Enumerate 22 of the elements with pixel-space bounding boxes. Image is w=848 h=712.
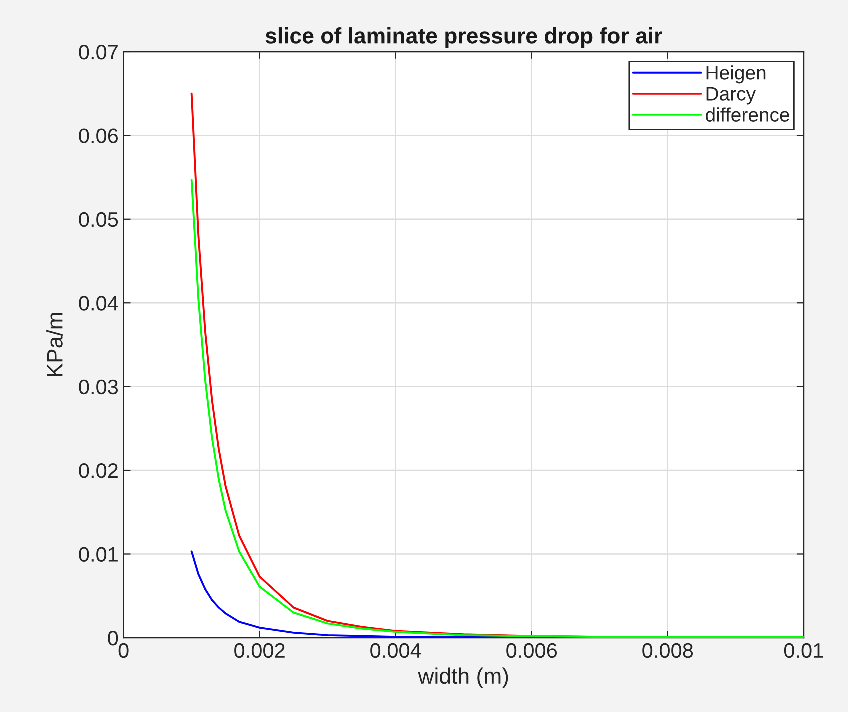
legend-label: difference bbox=[706, 108, 790, 122]
x-tick-label: 0.006 bbox=[506, 643, 558, 658]
x-tick-label: 0.004 bbox=[370, 643, 422, 658]
line-series bbox=[190, 179, 804, 638]
legend-label: Heigen bbox=[706, 66, 766, 84]
legend-label: Darcy bbox=[706, 87, 756, 105]
x-tick-label: 0.002 bbox=[234, 643, 285, 658]
y-axis-title: KPa/m bbox=[46, 313, 63, 376]
y-tick-label: 0.07 bbox=[79, 44, 118, 60]
x-tick-label: 0 bbox=[118, 643, 129, 658]
y-tick-label: 0.06 bbox=[79, 128, 118, 144]
chart-title: slice of laminate pressure drop for air bbox=[266, 28, 662, 48]
line-series bbox=[190, 550, 533, 638]
x-tick-label: 0.008 bbox=[642, 643, 694, 658]
y-tick-label: 0.05 bbox=[79, 212, 118, 228]
y-tick-label: 0.02 bbox=[79, 464, 118, 478]
y-tick-label: 0.01 bbox=[79, 547, 118, 562]
x-axis-title: width (m) bbox=[418, 668, 508, 688]
y-tick-label: 0.04 bbox=[79, 296, 118, 311]
x-tick-label: 0.01 bbox=[784, 643, 824, 658]
y-tick-label: 0.03 bbox=[79, 380, 118, 395]
y-tick-label: 0 bbox=[108, 630, 118, 646]
